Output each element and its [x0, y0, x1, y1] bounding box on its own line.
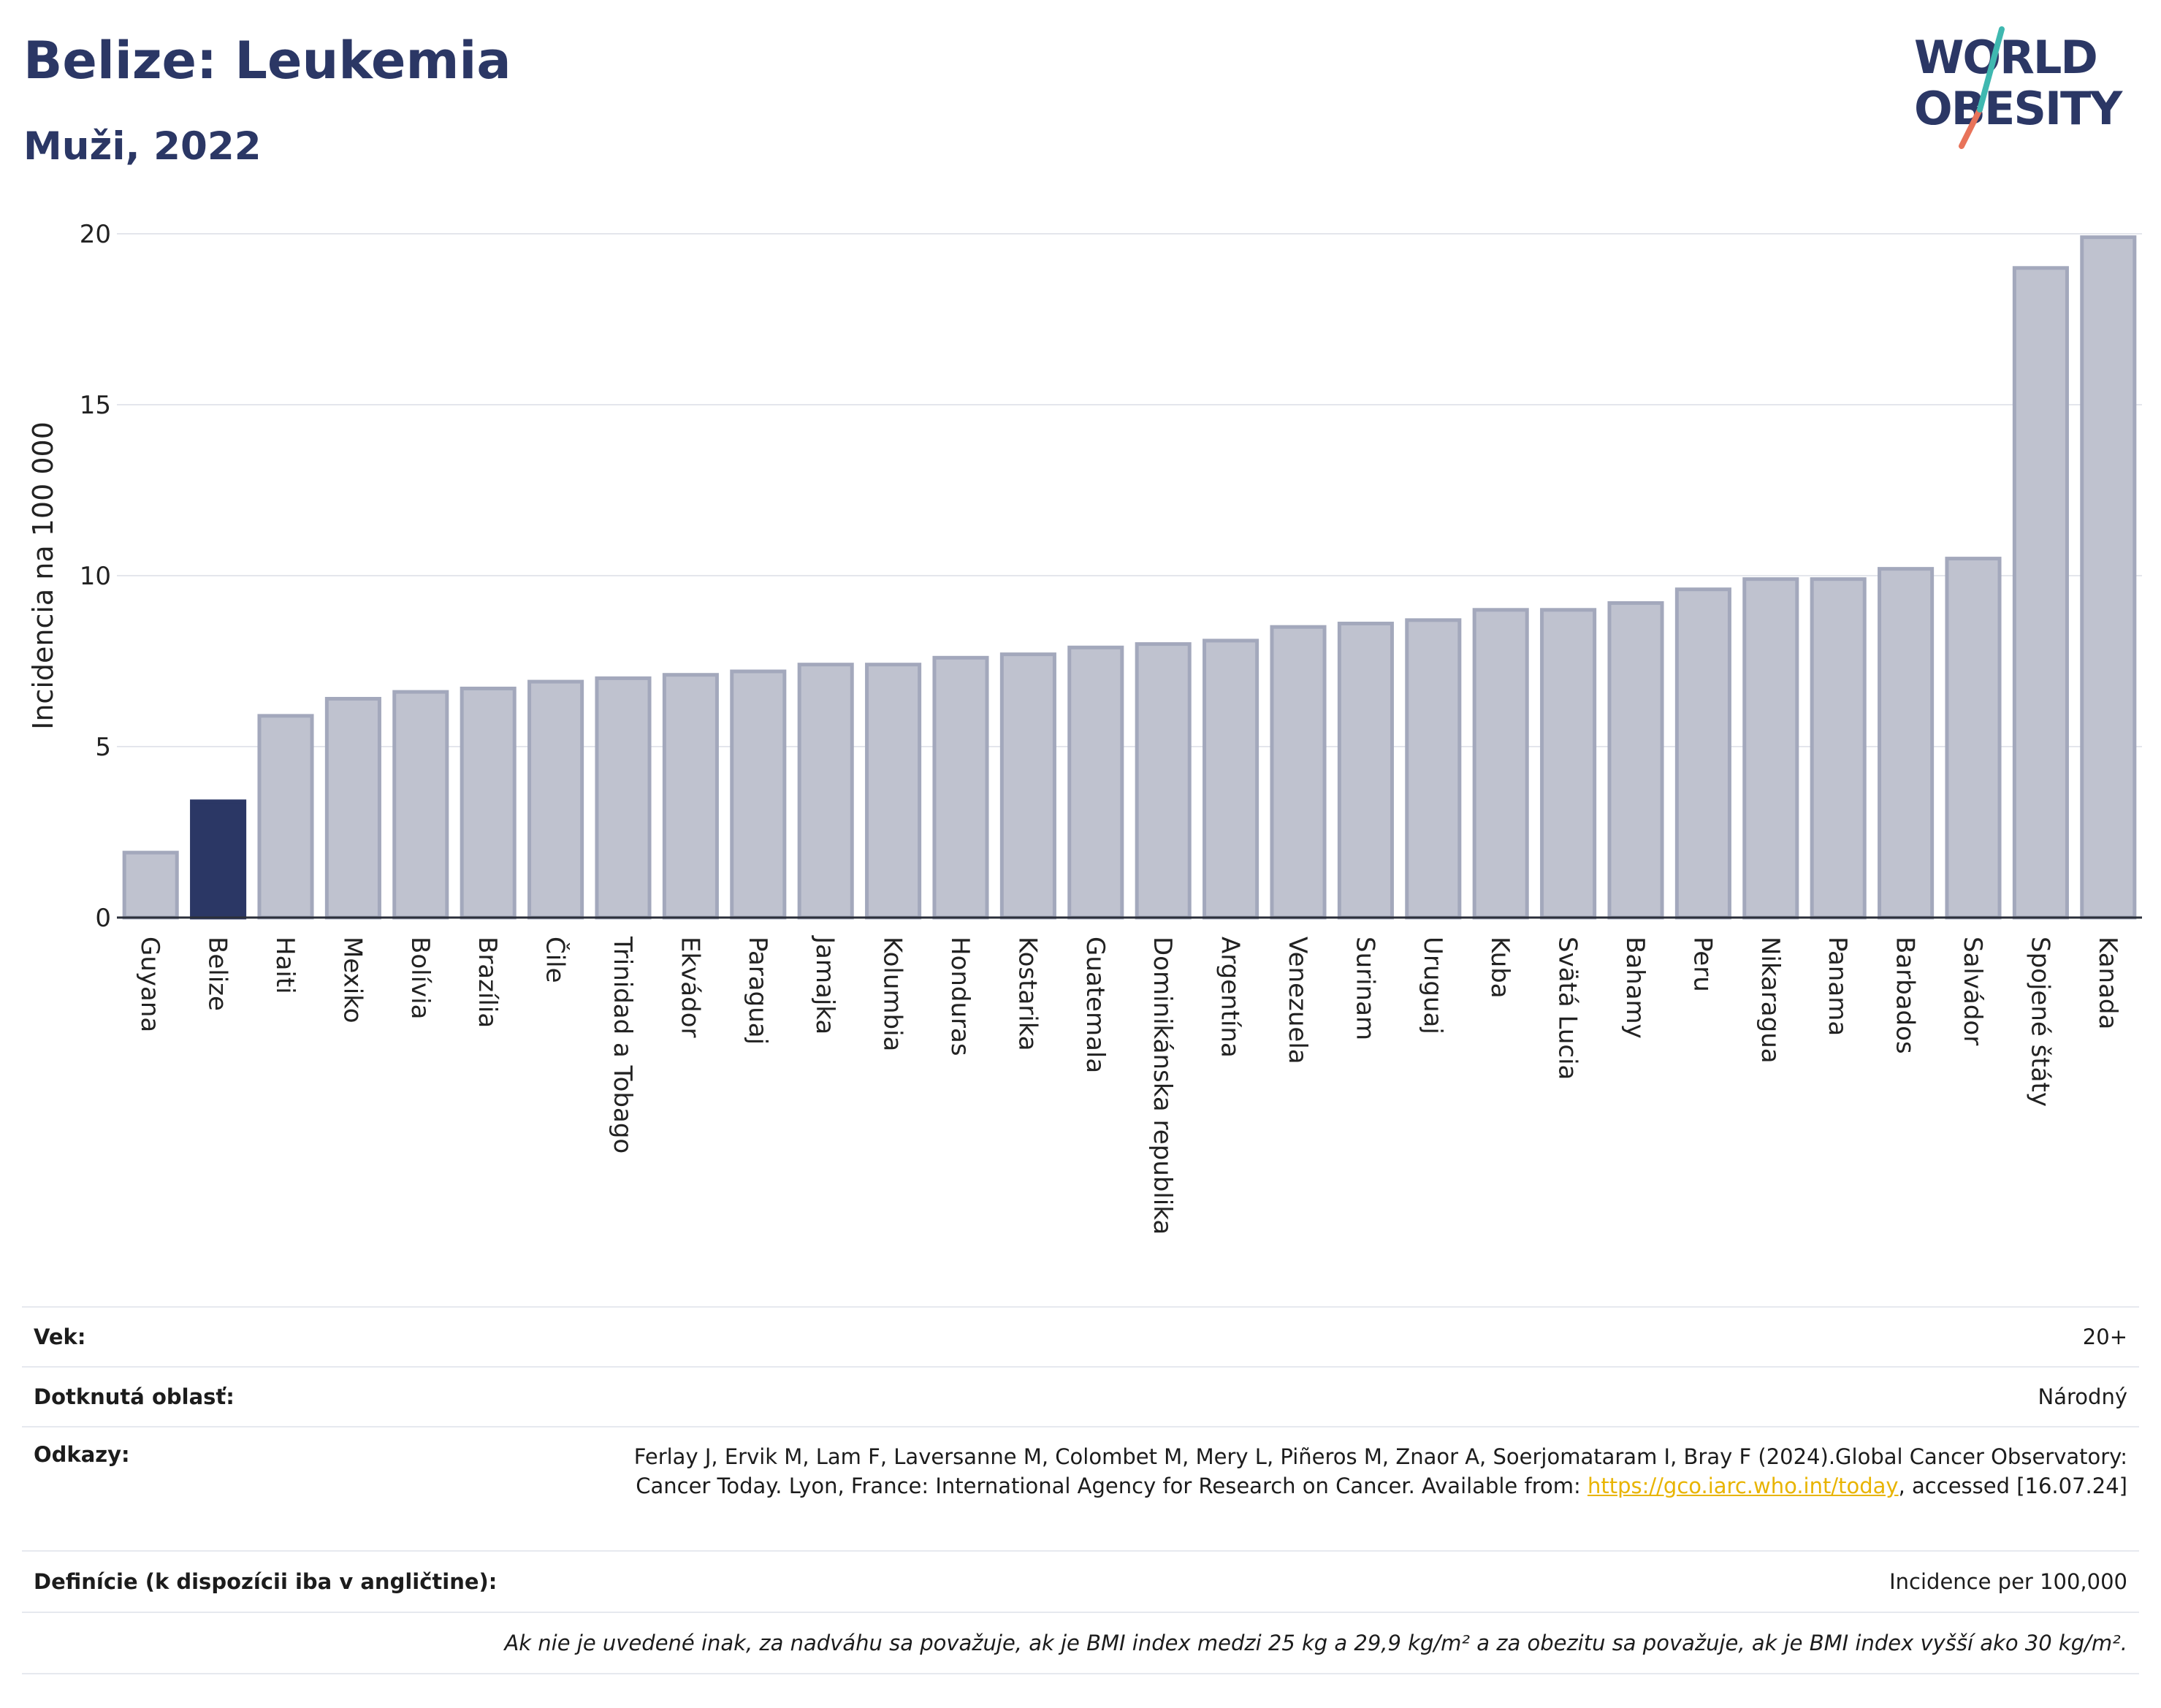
bar-chart: 0 5 10 15 20 Guyana Belize Haiti Mexiko Bolívia B…: [27, 220, 2142, 1235]
logo-line1: WORLD: [1914, 31, 2097, 84]
bar-haiti: [257, 714, 314, 920]
bar-paraguaj: [730, 669, 787, 920]
bar-venezuela: [1270, 625, 1327, 920]
bar-svätá-lucia: [1540, 608, 1597, 920]
x-category-label: Spojené štáty: [2025, 937, 2054, 1107]
x-category-label: Bahamy: [1620, 937, 1650, 1039]
x-category-labels: Guyana Belize Haiti Mexiko Bolívia Brazília Či…: [135, 935, 2122, 1235]
x-category-label: Surinam: [1350, 937, 1379, 1040]
bars: [122, 235, 2137, 920]
area-label: Dotknutá oblasť:: [34, 1384, 235, 1409]
y-tick-label: 15: [80, 391, 111, 420]
x-category-label: Kanada: [2093, 937, 2122, 1029]
bar-salvádor: [1945, 557, 2002, 920]
page-subtitle: Muži, 2022: [23, 124, 262, 169]
meta-row-age: Vek: 20+: [22, 1306, 2139, 1366]
x-category-label: Mexiko: [338, 937, 367, 1023]
bar-jamajka: [797, 663, 854, 920]
bar-panama: [1810, 577, 1867, 920]
bar-belize: [190, 799, 247, 920]
x-category-label: Barbados: [1891, 937, 1920, 1054]
bar-guatemala: [1067, 645, 1124, 920]
bar-guyana: [122, 850, 179, 920]
bar-nikaragua: [1742, 577, 1799, 920]
y-tick-labels: 0 5 10 15 20: [80, 220, 111, 933]
bmi-note: Ak nie je uvedené inak, za nadváhu sa po…: [504, 1631, 2127, 1655]
bar-surinam: [1337, 622, 1394, 920]
x-category-label: Kolumbia: [878, 937, 907, 1051]
age-label: Vek:: [34, 1324, 86, 1349]
world-obesity-logo: WORLD OBESITY: [1914, 26, 2124, 149]
bar-brazília: [460, 686, 517, 920]
bar-barbados: [1878, 567, 1935, 920]
y-tick-label: 10: [80, 562, 111, 591]
x-category-label: Guyana: [135, 937, 164, 1032]
x-category-label: Belize: [203, 937, 232, 1011]
x-category-label: Kostarika: [1013, 937, 1042, 1051]
reference-link[interactable]: https://gco.iarc.who.int/today: [1587, 1473, 1899, 1498]
x-category-label: Honduras: [945, 937, 975, 1056]
bar-čile: [527, 679, 584, 920]
bar-ekvádor: [662, 673, 719, 920]
x-category-label: Nikaragua: [1756, 937, 1785, 1064]
x-category-label: Guatemala: [1080, 937, 1110, 1073]
bar-dominikánska-republika: [1135, 642, 1192, 920]
x-category-label: Haiti: [270, 937, 300, 994]
references-label: Odkazy:: [34, 1442, 130, 1467]
bar-kolumbia: [865, 663, 922, 920]
x-category-label: Venezuela: [1283, 937, 1312, 1064]
x-category-label: Paraguaj: [743, 937, 772, 1045]
y-tick-label: 5: [95, 733, 111, 762]
metadata-table: Vek: 20+ Dotknutá oblasť: Národný Odkazy…: [22, 1306, 2139, 1674]
x-category-label: Salvádor: [1958, 937, 1987, 1045]
references-value: Ferlay J, Ervik M, Lam F, Laversanne M, …: [579, 1442, 2127, 1501]
x-category-label: Jamajka: [810, 935, 839, 1034]
x-category-label: Dominikánska republika: [1148, 937, 1177, 1235]
x-category-label: Bolívia: [405, 937, 435, 1019]
definitions-label: Definície (k dispozícii iba v angličtine…: [34, 1569, 498, 1594]
bar-mexiko: [324, 696, 381, 920]
y-axis-label: Incidencia na 100 000: [27, 422, 59, 730]
meta-row-references: Odkazy: Ferlay J, Ervik M, Lam F, Lavers…: [22, 1426, 2139, 1550]
meta-row-area: Dotknutá oblasť: Národný: [22, 1366, 2139, 1426]
bar-honduras: [932, 655, 989, 920]
x-category-label: Trinidad a Tobago: [608, 936, 637, 1154]
bar-kanada: [2080, 235, 2137, 920]
x-category-label: Svätá Lucia: [1553, 937, 1582, 1080]
meta-row-note: Ak nie je uvedené inak, za nadváhu sa po…: [22, 1612, 2139, 1674]
area-value: Národný: [2038, 1384, 2127, 1409]
age-value: 20+: [2082, 1324, 2127, 1349]
x-category-label: Uruguaj: [1418, 937, 1447, 1034]
bar-kuba: [1472, 608, 1529, 920]
x-category-label: Peru: [1688, 937, 1717, 992]
logo-line2: OBESITY: [1914, 82, 2123, 135]
reference-text: Ferlay J, Ervik M, Lam F, Laversanne M, …: [633, 1444, 2127, 1498]
bar-bahamy: [1607, 601, 1664, 920]
x-category-label: Brazília: [473, 937, 502, 1028]
bar-argentína: [1203, 638, 1259, 920]
bar-kostarika: [999, 652, 1056, 920]
x-category-label: Panama: [1823, 937, 1852, 1036]
x-category-label: Argentína: [1216, 937, 1245, 1058]
y-tick-label: 20: [80, 220, 111, 249]
logo-slash-coral: [1959, 107, 1983, 149]
x-category-label: Ekvádor: [675, 937, 704, 1038]
x-category-label: Čile: [541, 937, 571, 983]
bar-trinidad-a-tobago: [595, 676, 652, 920]
x-category-label: Kuba: [1485, 937, 1514, 999]
bar-bolívia: [392, 690, 449, 920]
definitions-value: Incidence per 100,000: [1889, 1569, 2127, 1594]
page-title: Belize: Leukemia: [23, 31, 511, 91]
bar-peru: [1674, 587, 1731, 920]
meta-row-definitions: Definície (k dispozícii iba v angličtine…: [22, 1550, 2139, 1612]
bar-uruguaj: [1405, 618, 1462, 920]
bar-spojené-štáty: [2012, 266, 2069, 920]
y-tick-label: 0: [95, 904, 111, 933]
reference-accessed: , accessed [16.07.24]: [1898, 1473, 2127, 1498]
logo-slash-teal: [1977, 26, 2005, 113]
